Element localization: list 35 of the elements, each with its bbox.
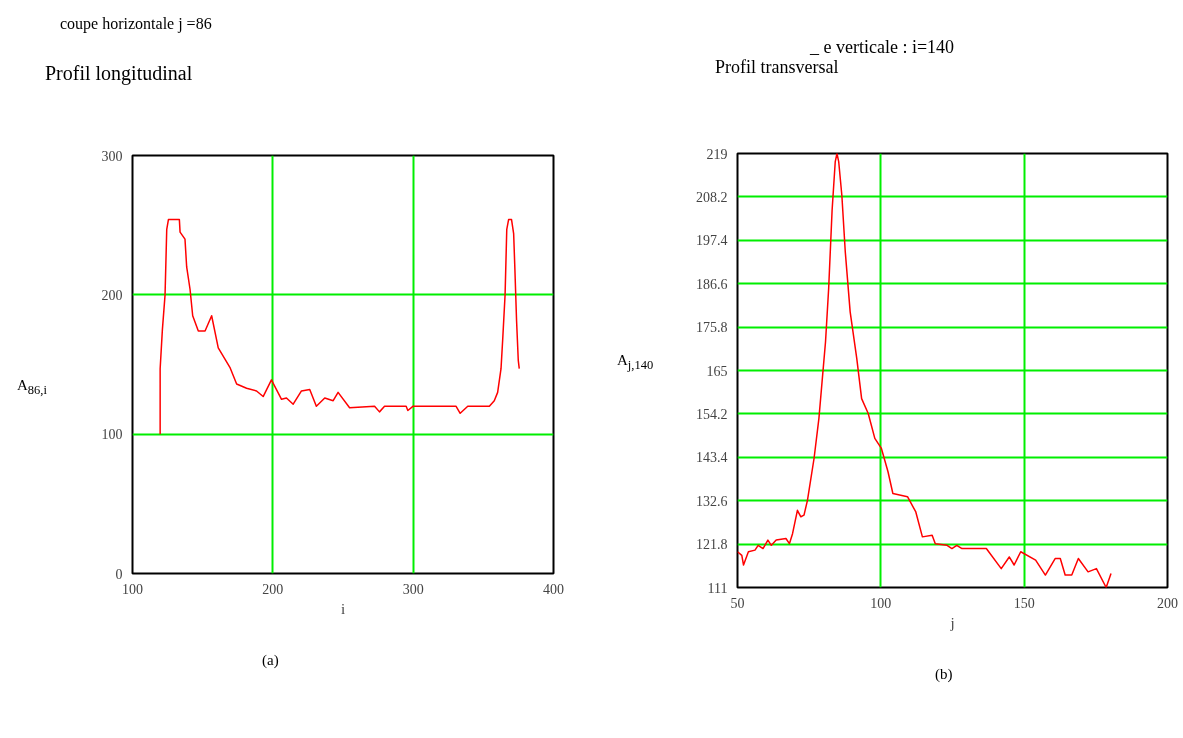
x-tick-label: 300 (402, 581, 424, 597)
y-axis-title: A$_{j,140}$ (617, 351, 654, 374)
x-axis-title: i (340, 600, 346, 617)
y-tick-label: 175.8 (696, 320, 728, 336)
x-axis-title: j (949, 614, 955, 631)
y-axis-title: A$_{86,i}$ (17, 376, 47, 399)
y-tick-label: 121.8 (696, 537, 728, 553)
x-tick-label: 200 (1157, 595, 1178, 611)
text: (a) (262, 651, 279, 670)
y-tick-label: 111 (707, 580, 728, 596)
y-tick-label: 100 (101, 427, 123, 443)
y-tick-label: 186.6 (696, 276, 728, 292)
y-tick-label: 208.2 (696, 189, 728, 205)
x-tick-label: 50 (730, 595, 745, 611)
x-tick-label: 150 (1013, 595, 1035, 611)
y-tick-label: 0 (115, 566, 123, 582)
y-tick-label: 143.4 (696, 450, 728, 466)
chart-title: coupe horizontale j =86 (60, 14, 212, 35)
chart-subtitle: Profil transversal (715, 56, 839, 79)
chart-title: _ e verticale : i=140 (810, 36, 955, 59)
y-tick-label: 165 (706, 363, 728, 379)
y-tick-label: 154.2 (696, 406, 728, 422)
y-tick-label: 200 (101, 287, 123, 303)
y-tick-label: 197.4 (696, 233, 728, 249)
y-tick-label: 132.6 (696, 493, 728, 509)
text: (b) (935, 665, 953, 684)
x-tick-label: 100 (122, 581, 143, 597)
x-tick-label: 400 (543, 581, 564, 597)
y-tick-label: 300 (101, 148, 123, 164)
line-series (159, 218, 521, 435)
x-tick-label: 100 (870, 595, 892, 611)
chart-subtitle: Profil longitudinal (45, 61, 193, 87)
x-tick-label: 200 (262, 581, 284, 597)
line-series (737, 153, 1112, 588)
y-tick-label: 219 (706, 146, 728, 162)
